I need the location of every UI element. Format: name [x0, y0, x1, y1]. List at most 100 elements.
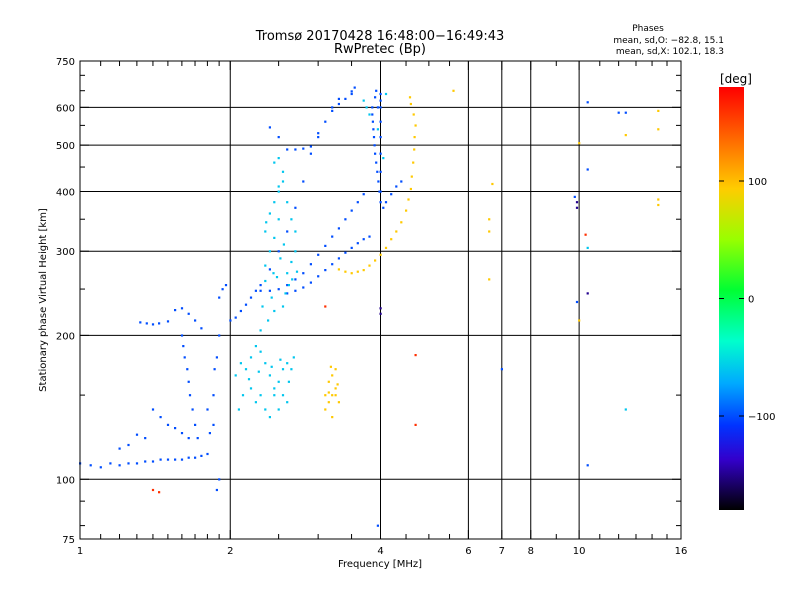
data-point — [356, 270, 359, 273]
y-tick-label: 600 — [56, 103, 75, 114]
colorbar-ticks: 100 0 −100 — [719, 177, 775, 423]
data-point — [247, 378, 251, 381]
data-point — [151, 323, 155, 326]
data-point — [575, 201, 579, 204]
data-point — [244, 368, 248, 371]
data-point — [127, 462, 130, 465]
data-point — [186, 368, 189, 371]
data-point — [334, 394, 337, 397]
data-point — [294, 230, 297, 233]
data-point — [281, 305, 285, 308]
stats-line-o: mean, sd,O: −82.8, 15.1 — [613, 36, 724, 46]
data-point — [575, 206, 579, 209]
data-point — [270, 296, 273, 299]
data-point — [187, 380, 190, 383]
data-point — [309, 263, 312, 266]
data-point — [624, 134, 627, 137]
data-point — [290, 368, 293, 371]
data-point — [194, 456, 197, 459]
data-point — [277, 218, 280, 221]
data-point — [281, 368, 285, 371]
data-point — [183, 356, 186, 359]
data-point — [286, 362, 289, 365]
data-point — [249, 356, 253, 359]
data-point — [151, 460, 155, 463]
data-point — [279, 358, 282, 361]
data-point — [414, 124, 417, 127]
data-point — [379, 170, 382, 173]
data-point — [491, 182, 494, 186]
data-point — [187, 437, 190, 440]
data-point — [158, 491, 161, 494]
data-point — [259, 289, 262, 292]
data-point — [174, 427, 177, 430]
data-point — [334, 368, 337, 371]
data-point — [302, 180, 305, 183]
data-point — [586, 101, 589, 104]
data-point — [268, 268, 271, 271]
data-point — [624, 111, 627, 114]
data-point — [287, 380, 290, 383]
data-point — [273, 161, 276, 164]
data-point — [384, 92, 388, 96]
data-point — [118, 447, 121, 450]
data-point — [405, 209, 408, 212]
x-tick-label: 1 — [77, 546, 83, 557]
data-point — [286, 272, 289, 275]
data-point — [362, 99, 365, 102]
data-point — [264, 264, 267, 267]
data-point — [268, 250, 271, 253]
data-point — [324, 244, 327, 247]
data-point — [174, 309, 177, 312]
data-point — [287, 284, 290, 287]
data-point — [350, 209, 353, 212]
data-point — [270, 365, 273, 368]
data-point — [239, 309, 242, 313]
data-point — [390, 238, 393, 241]
data-point — [337, 97, 340, 100]
data-point — [284, 292, 287, 295]
data-point — [350, 90, 353, 93]
data-point — [180, 458, 184, 461]
data-point — [277, 136, 280, 139]
data-point — [259, 284, 262, 287]
data-point — [135, 462, 139, 465]
data-point — [215, 356, 218, 359]
data-point — [379, 201, 382, 204]
data-point — [331, 374, 334, 377]
x-tick-label: 10 — [573, 546, 586, 557]
data-point — [277, 408, 280, 411]
data-point — [281, 394, 285, 397]
data-point — [329, 365, 332, 368]
data-point — [373, 144, 376, 147]
data-point — [362, 269, 365, 272]
data-point — [407, 198, 410, 201]
data-point — [290, 218, 293, 221]
data-point — [488, 230, 491, 233]
data-point — [259, 350, 262, 353]
data-point — [408, 96, 412, 99]
data-point — [166, 458, 170, 461]
data-point — [206, 408, 209, 411]
data-point — [324, 120, 327, 123]
data-point — [166, 320, 170, 323]
data-point — [327, 401, 330, 404]
data-point — [379, 136, 382, 139]
chart-title: Tromsø 20170428 16:48:00−16:49:43 — [255, 29, 505, 44]
data-point — [344, 97, 347, 100]
data-point — [294, 289, 297, 292]
data-point — [180, 432, 184, 435]
data-point — [379, 106, 382, 109]
data-point — [273, 394, 276, 397]
x-tick-label: 4 — [377, 546, 383, 557]
colorbar-tick-label: −100 — [748, 412, 775, 423]
data-point — [395, 185, 398, 188]
data-point — [89, 464, 92, 467]
data-point — [159, 458, 162, 461]
data-point — [331, 394, 334, 397]
data-point — [212, 423, 215, 426]
data-point — [309, 145, 312, 148]
data-point — [337, 257, 340, 260]
data-point — [365, 106, 368, 109]
data-point — [292, 356, 295, 359]
